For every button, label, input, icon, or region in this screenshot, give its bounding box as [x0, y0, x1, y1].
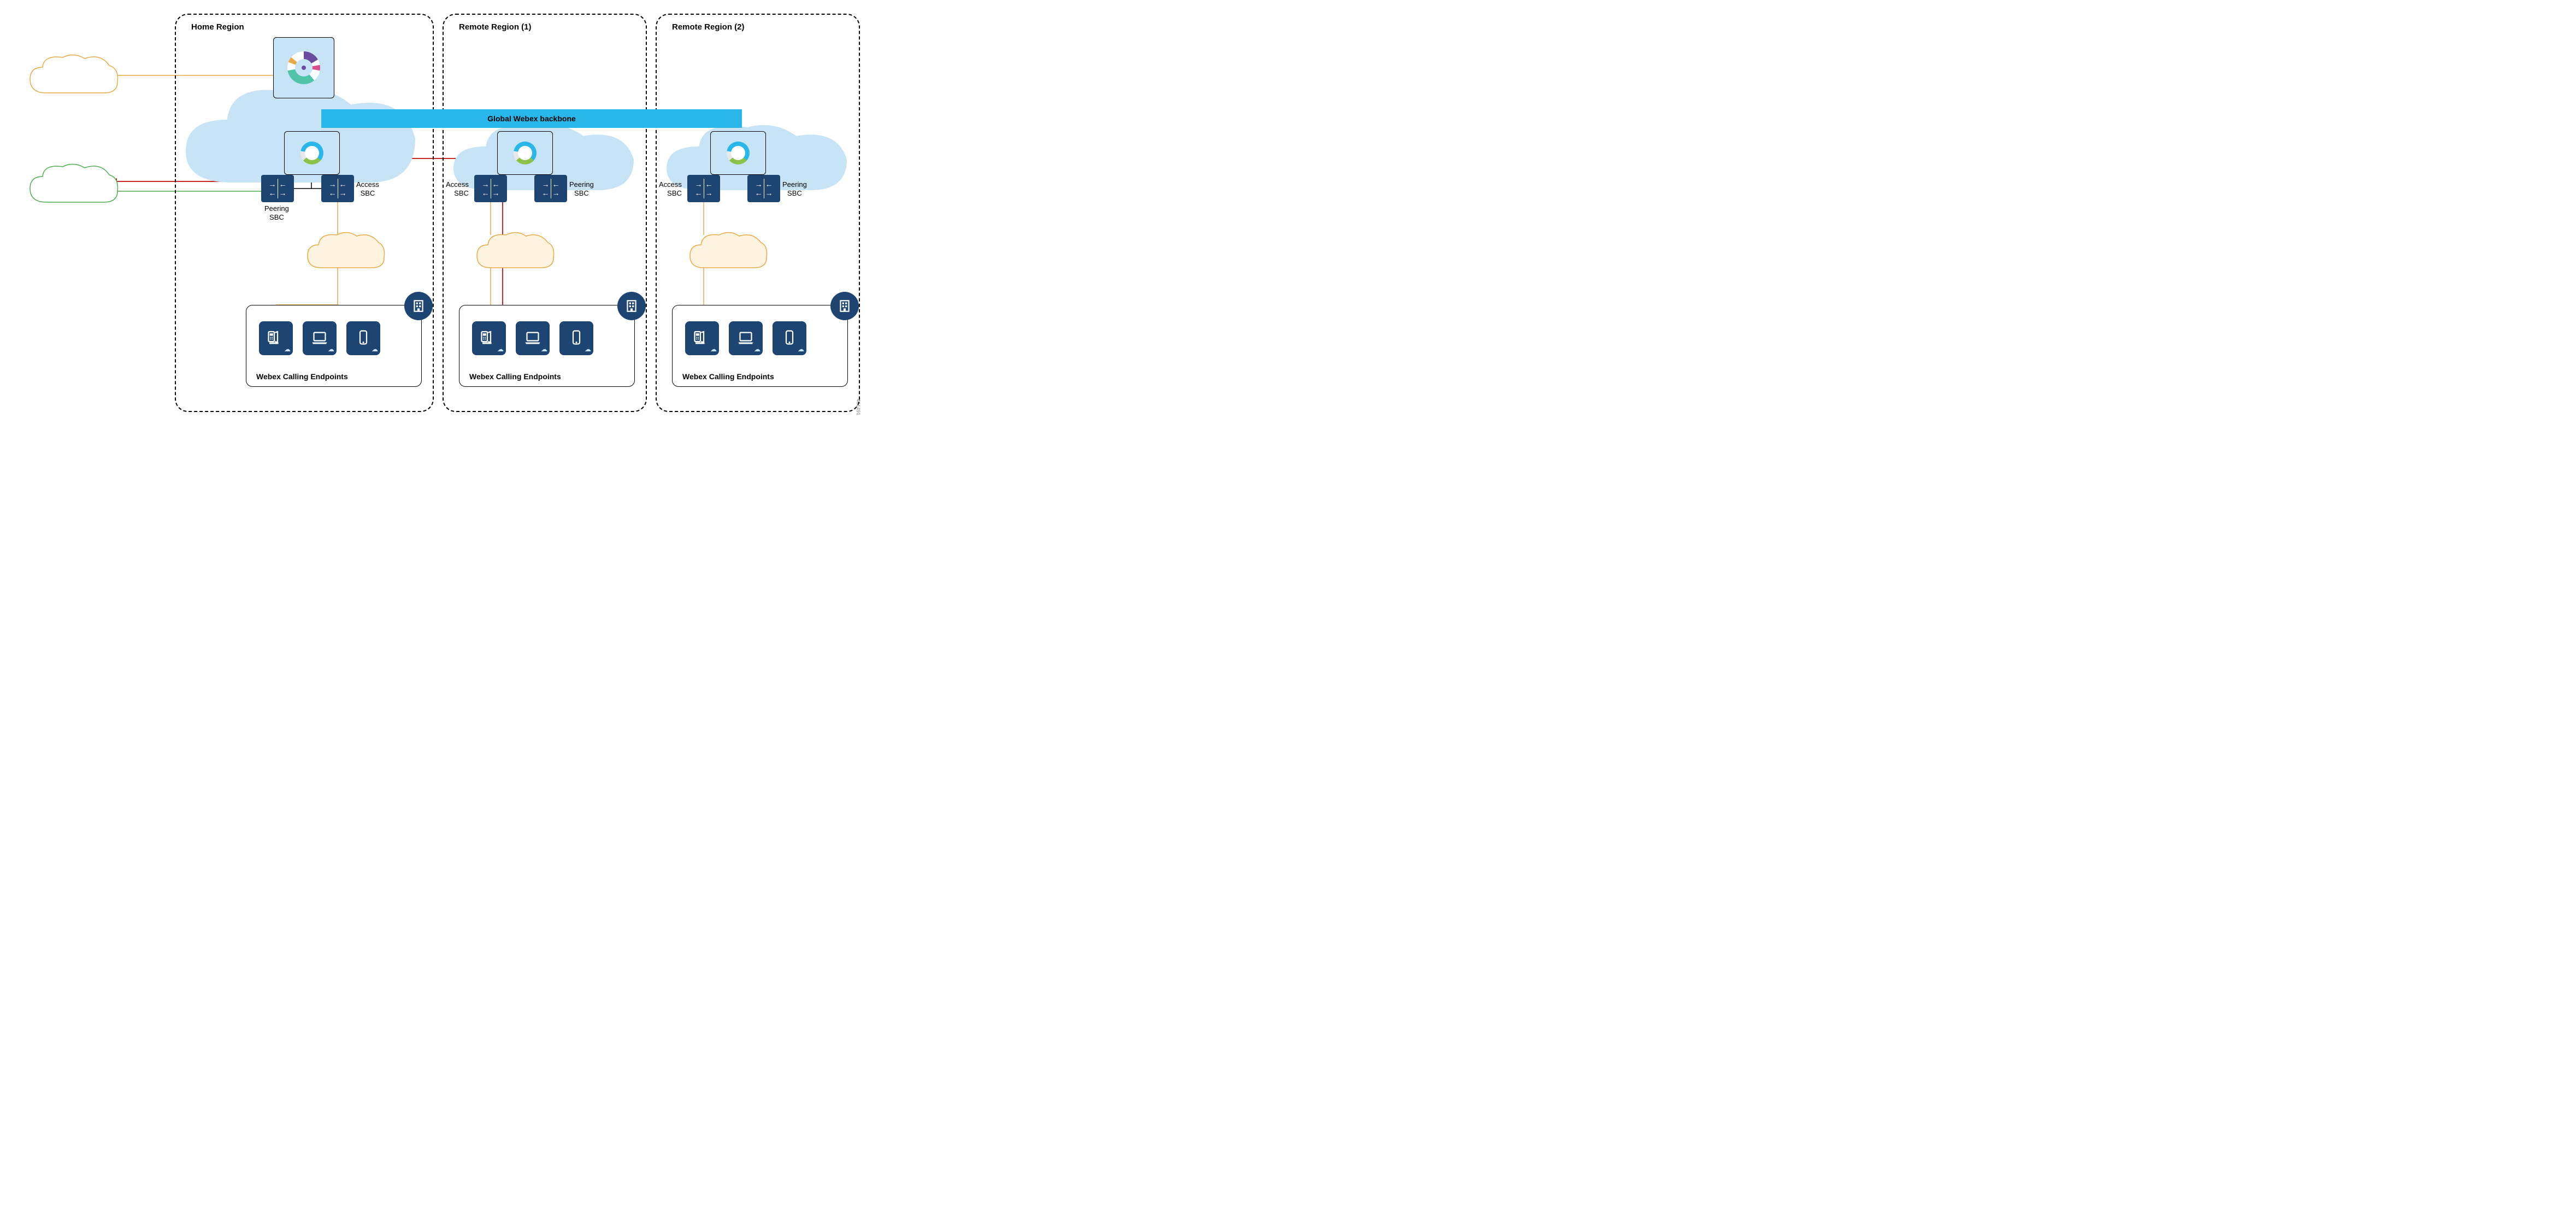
- device-mobile-icon: ☁: [559, 321, 593, 355]
- sbc-label: PeeringSBC: [782, 180, 807, 197]
- sbc-box: →←←→: [474, 175, 507, 202]
- sbc-label: PeeringSBC: [569, 180, 594, 197]
- device-phone-icon: ☁: [685, 321, 719, 355]
- control-hub-logo-icon: [287, 51, 320, 84]
- global-backbone: Global Webex backbone: [321, 109, 742, 128]
- device-laptop-icon: ☁: [516, 321, 550, 355]
- internet-cloud: [474, 230, 556, 276]
- region-title: Home Region: [191, 22, 244, 32]
- cloud-ccp: [27, 161, 120, 210]
- device-mobile-icon: ☁: [773, 321, 806, 355]
- webex-logo-icon: [300, 142, 323, 164]
- sbc-box: →←←→: [687, 175, 720, 202]
- control-hub: [273, 37, 334, 98]
- building-icon: [404, 292, 433, 320]
- webex-logo-icon: [514, 142, 537, 164]
- building-icon: [617, 292, 646, 320]
- sbc-box: →←←→: [534, 175, 567, 202]
- sbc-label: AccessSBC: [356, 180, 379, 197]
- device-phone-icon: ☁: [259, 321, 293, 355]
- sbc-label: AccessSBC: [446, 180, 469, 197]
- sbc-box: →←←→: [747, 175, 780, 202]
- device-laptop-icon: ☁: [303, 321, 337, 355]
- webex-node: [710, 131, 766, 175]
- internet-cloud: [305, 230, 387, 276]
- building-icon: [830, 292, 859, 320]
- endpoints-title: Webex Calling Endpoints: [682, 372, 774, 381]
- sbc-box: →←←→: [321, 175, 354, 202]
- internet-cloud: [687, 230, 769, 276]
- webex-node: [284, 131, 340, 175]
- diagram-canvas: 461491 Home RegionRemote Region (1)Remot…: [11, 11, 858, 415]
- webex-logo-icon: [727, 142, 750, 164]
- sbc-label: AccessSBC: [659, 180, 682, 197]
- cloud-internet: [27, 52, 120, 101]
- sbc-box: →←←→: [261, 175, 294, 202]
- device-mobile-icon: ☁: [346, 321, 380, 355]
- device-phone-icon: ☁: [472, 321, 506, 355]
- webex-node: [497, 131, 553, 175]
- region-title: Remote Region (1): [459, 22, 532, 32]
- region-title: Remote Region (2): [672, 22, 745, 32]
- sbc-label: PeeringSBC: [264, 204, 289, 221]
- endpoints-title: Webex Calling Endpoints: [256, 372, 348, 381]
- device-laptop-icon: ☁: [729, 321, 763, 355]
- endpoints-title: Webex Calling Endpoints: [469, 372, 561, 381]
